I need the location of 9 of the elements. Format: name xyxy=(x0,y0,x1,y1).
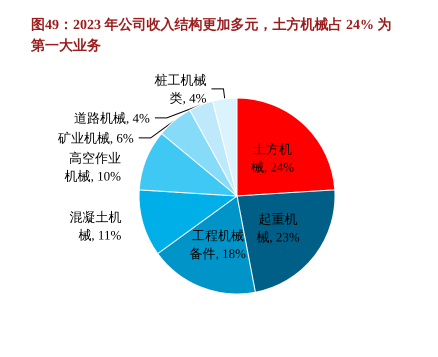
chart-title: 图49：2023 年公司收入结构更加多元，土方机械占 24% 为第一大业务 xyxy=(30,16,392,54)
slice-label: 高空作业机械, 10% xyxy=(64,150,122,184)
slice-label: 道路机械, 4% xyxy=(74,110,150,126)
slice-label: 土方机械, 24% xyxy=(250,142,294,175)
slice-label: 矿业机械, 6% xyxy=(56,130,134,146)
slice-label: 起重机械, 23% xyxy=(256,211,300,244)
slice-label: 桩工机械类, 4% xyxy=(153,72,207,106)
slice-label: 混凝土机械, 11% xyxy=(69,210,122,243)
slice-label: 工程机械备件, 18% xyxy=(190,228,246,261)
